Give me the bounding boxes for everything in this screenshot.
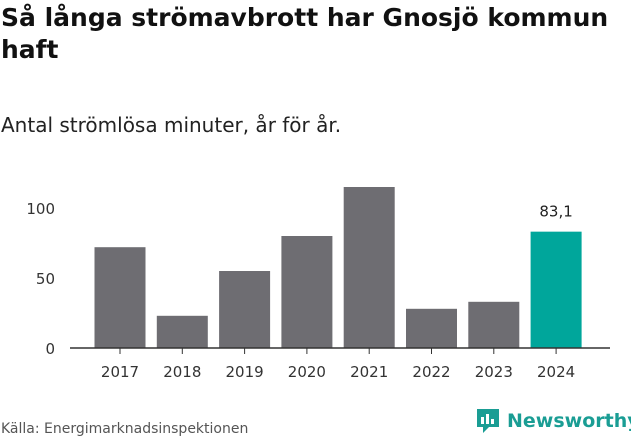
bar-2017	[94, 247, 146, 348]
x-tick-label: 2021	[350, 363, 388, 381]
bar-2023	[468, 301, 520, 348]
x-tick-label: 2022	[412, 363, 450, 381]
y-tick-label: 100	[26, 200, 55, 218]
chart-subtitle: Antal strömlösa minuter, år för år.	[1, 113, 342, 137]
data-label: 83,1	[539, 203, 572, 221]
x-tick-label: 2017	[101, 363, 139, 381]
chart-title: Så långa strömavbrott har Gnosjö kommun …	[1, 3, 609, 64]
source-note: Källa: Energimarknadsinspektionen	[1, 421, 249, 437]
x-tick-label: 2024	[537, 363, 575, 381]
bar-2018	[156, 315, 208, 348]
x-tick-label: 2020	[288, 363, 326, 381]
y-tick-label: 50	[36, 270, 55, 288]
bar-2024	[530, 231, 582, 348]
bar-2021	[343, 187, 395, 348]
bar-2022	[406, 308, 457, 348]
newsworthy-chart-icon	[477, 409, 499, 433]
brand-logo: Newsworthy	[475, 406, 631, 436]
brand-name: Newsworthy	[507, 410, 631, 432]
y-tick-label: 0	[45, 340, 55, 358]
bar-2019	[219, 271, 271, 348]
bar-2020	[281, 236, 333, 348]
x-tick-label: 2019	[226, 363, 264, 381]
x-tick-label: 2018	[163, 363, 201, 381]
x-tick-label: 2023	[475, 363, 513, 381]
bar-chart: 0 50 100 2017 2018 2019 2020 2021 2022 2023 2024 83…	[26, 187, 610, 381]
